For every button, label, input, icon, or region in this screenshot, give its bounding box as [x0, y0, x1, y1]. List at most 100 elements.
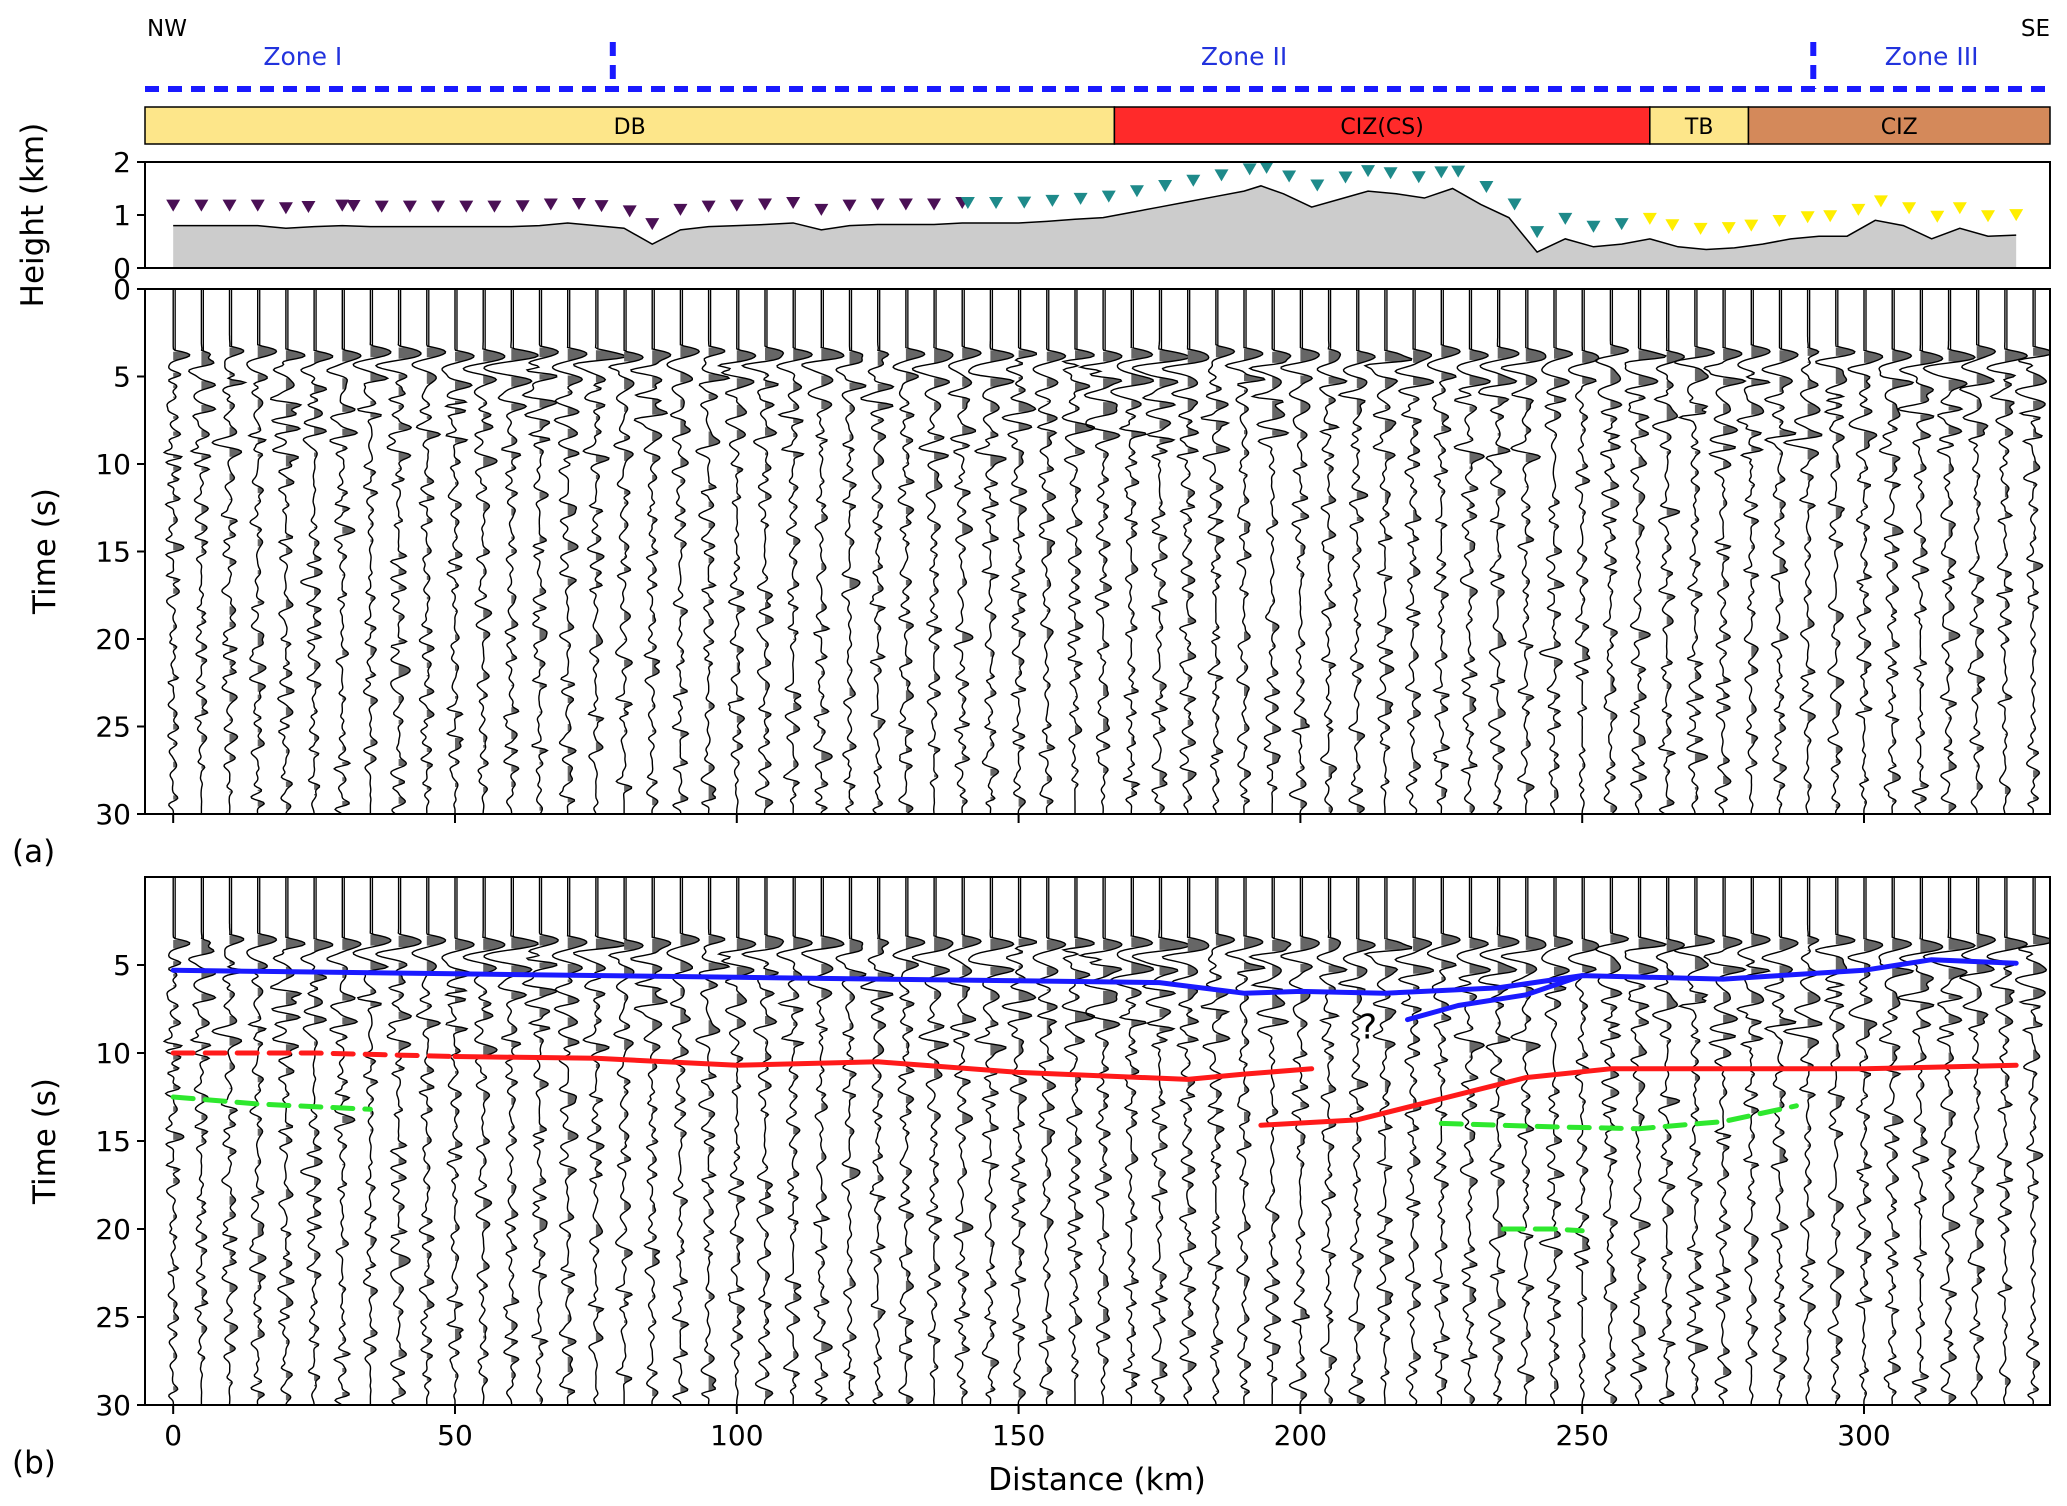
trace-fill: [201, 351, 216, 769]
trace-fill: [1779, 938, 1798, 1397]
seismic-trace: [521, 877, 560, 1405]
seismic-trace: [246, 289, 278, 814]
seismic-trace: [695, 289, 731, 814]
seismic-trace: [269, 877, 306, 1405]
trace-fill: [539, 347, 559, 811]
seismic-trace: [462, 877, 506, 1405]
seismic-trace: [835, 877, 867, 1405]
seismic-trace: [1500, 289, 1547, 814]
seismic-trace: [666, 289, 701, 814]
seismic-trace: [1131, 289, 1191, 814]
trace-fill: [426, 347, 446, 790]
trace-fill: [1356, 940, 1375, 1404]
station-marker: [1242, 163, 1257, 176]
seismic-trace: [740, 877, 785, 1405]
trace-fill: [1244, 937, 1265, 1394]
x-tick-label: 100: [710, 1419, 763, 1452]
seismic-trace: [187, 289, 217, 814]
trace-fill: [1694, 935, 1715, 1391]
seismic-trace: [1815, 289, 1856, 814]
seismic-trace: [1248, 289, 1292, 814]
trace-fill: [370, 346, 391, 762]
seismic-trace: [1061, 877, 1096, 1405]
station-marker: [194, 199, 209, 212]
trace-fill: [652, 938, 671, 1397]
trace-fill: [793, 937, 813, 1387]
trace-fill: [342, 938, 361, 1397]
seismic-trace: [1815, 877, 1856, 1405]
seismic-trace: [1032, 289, 1067, 814]
seismic-trace: [776, 289, 813, 814]
station-marker: [1411, 171, 1426, 184]
panel-a-label: (a): [12, 834, 55, 870]
y-tick-label: 2: [113, 146, 131, 179]
station-marker: [1259, 161, 1274, 174]
seismic-trace: [1110, 289, 1155, 814]
trace-fill: [1920, 351, 1943, 801]
station-marker: [673, 203, 688, 216]
seismic-trace: [1453, 877, 1491, 1405]
seismic-trace: [374, 289, 422, 814]
trace-fill: [285, 938, 305, 1401]
station-marker: [1586, 220, 1601, 233]
topography-panel: 0 1 2 Height (km): [15, 123, 2051, 307]
seismic-trace: [695, 877, 731, 1405]
seismic-trace: [1077, 877, 1123, 1405]
interpretation-horizon: [170, 1094, 373, 1112]
trace-fill: [201, 940, 216, 1360]
geology-segment: [144, 106, 1116, 145]
seismic-trace: [1200, 289, 1236, 814]
station-marker: [645, 218, 660, 231]
interpretation-horizon: [1500, 1226, 1585, 1234]
station-marker: [166, 199, 181, 212]
trace-fill: [1441, 346, 1460, 797]
trace-fill: [1300, 348, 1320, 808]
station-marker: [594, 200, 609, 213]
se-label: SE: [2021, 16, 2050, 42]
seismic-trace: [947, 289, 982, 814]
trace-fill: [1920, 940, 1943, 1392]
seismic-trace: [1337, 877, 1376, 1405]
trace-fill: [2033, 347, 2050, 800]
seismic-trace: [716, 877, 757, 1405]
seismic-trace: [1986, 877, 2029, 1405]
trace-fill: [1525, 348, 1546, 792]
topography-y-ticks: 0 1 2: [113, 146, 145, 285]
seismic-trace: [911, 289, 954, 814]
seismic-trace: [776, 877, 813, 1405]
x-tick-label: 50: [437, 1419, 473, 1452]
seismic-trace: [441, 877, 475, 1405]
trace-fill: [1976, 934, 1996, 1381]
station-marker: [1642, 212, 1657, 225]
trace-fill: [1300, 937, 1320, 1399]
y-tick-label: 10: [95, 1037, 131, 1070]
seismic-trace: [947, 877, 982, 1405]
y-tick-label: 5: [113, 949, 131, 982]
topography-line: [173, 185, 2017, 254]
trace-fill: [1976, 346, 1996, 790]
station-marker: [374, 200, 389, 213]
station-marker: [1981, 210, 1996, 223]
seismic-trace: [1394, 877, 1435, 1405]
seismic-trace: [1538, 289, 1573, 814]
station-marker: [515, 200, 530, 213]
seismic-trace: [1161, 877, 1210, 1405]
y-tick-label: 0: [113, 252, 131, 285]
seismic-trace: [1110, 877, 1155, 1405]
station-marker: [301, 200, 316, 213]
trace-fill: [1638, 350, 1666, 799]
trace-fill: [877, 351, 894, 806]
trace-fill: [1582, 351, 1599, 768]
trace-fill: [1215, 346, 1235, 801]
x-tick-label: 200: [1274, 1419, 1327, 1452]
y-tick-label: 15: [95, 536, 131, 569]
station-marker: [1744, 219, 1759, 232]
geology-segment: [1747, 106, 2051, 145]
trace-fill: [793, 348, 813, 796]
station-marker: [1873, 195, 1888, 208]
seismic-trace: [607, 289, 644, 814]
seismic-trace: [1896, 877, 1944, 1405]
seismic-trace: [441, 289, 475, 814]
trace-fill: [1103, 351, 1122, 773]
